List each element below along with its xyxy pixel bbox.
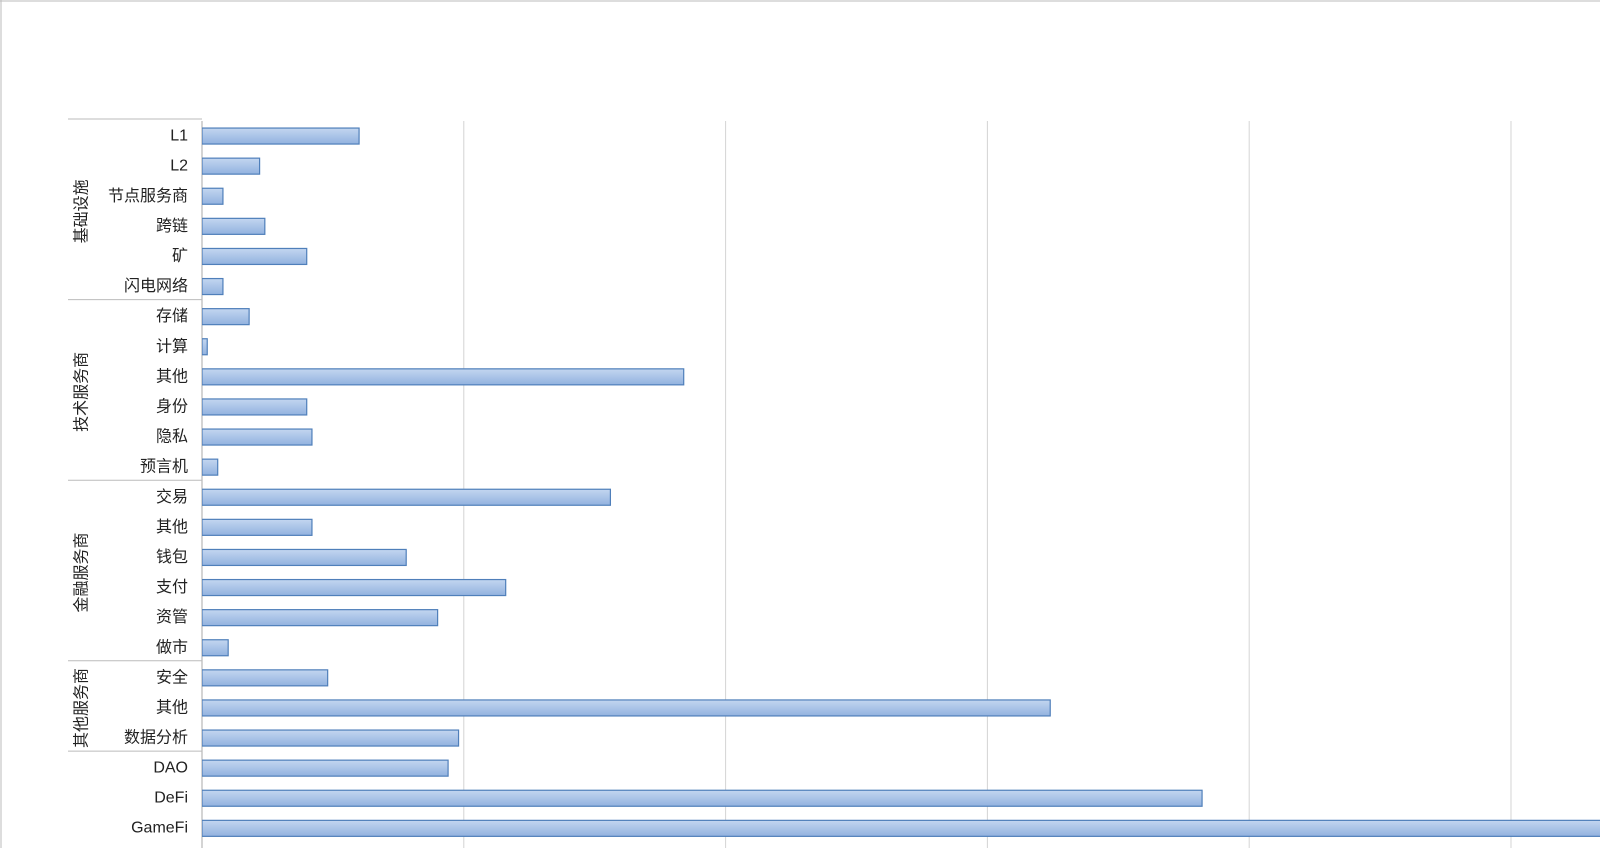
bar	[202, 187, 224, 205]
y-tick-label: 跨链	[156, 216, 188, 235]
bar	[202, 398, 308, 416]
bar	[202, 639, 229, 657]
bar	[202, 759, 449, 777]
y-tick-label: DeFi	[154, 789, 188, 806]
bar	[202, 548, 407, 567]
group-label: 其他服务商	[72, 668, 91, 748]
bar	[202, 308, 250, 326]
y-tick-label: 做市	[156, 637, 188, 656]
y-tick-label: 预言机	[140, 457, 188, 476]
bar	[202, 368, 685, 386]
bar	[202, 699, 1051, 717]
bar	[202, 669, 329, 687]
y-tick-label: 身份	[156, 396, 188, 415]
group-label: 基础设施	[72, 179, 91, 243]
bar	[202, 277, 224, 296]
bar	[202, 247, 308, 266]
y-tick-label: 交易	[156, 487, 188, 506]
bar	[202, 458, 219, 476]
y-tick-label: 闪电网络	[124, 276, 188, 295]
y-tick-label: L1	[170, 127, 188, 144]
bar	[202, 488, 612, 506]
y-tick-label: 隐私	[156, 427, 188, 446]
group-label: 技术服务商	[72, 352, 91, 432]
labels: L1L2节点服务商跨链矿闪电网络基础设施存储计算其他身份隐私预言机技术服务商交易…	[68, 118, 202, 837]
y-tick-label: 存储	[156, 306, 188, 325]
group-label: 金融服务商	[72, 532, 91, 612]
y-tick-label: DAO	[153, 759, 188, 776]
bar	[202, 729, 460, 747]
bar	[202, 157, 261, 175]
bar	[202, 428, 313, 446]
y-tick-label: 计算	[156, 336, 188, 355]
bar	[202, 217, 266, 235]
y-tick-label: 钱包	[156, 547, 188, 566]
y-tick-label: 支付	[156, 577, 188, 596]
y-tick-label: 其他	[156, 517, 188, 536]
bar	[202, 819, 1600, 837]
y-tick-label: GameFi	[131, 820, 188, 837]
y-tick-label: 节点服务商	[108, 186, 188, 205]
bar	[202, 609, 439, 627]
bar	[202, 578, 507, 597]
y-tick-label: 数据分析	[124, 728, 188, 747]
bars	[202, 127, 1600, 837]
y-tick-label: 矿	[172, 246, 188, 265]
y-tick-label: 其他	[156, 366, 188, 385]
y-tick-label: L2	[170, 157, 188, 174]
bar	[202, 789, 1203, 807]
grid	[201, 121, 1512, 848]
y-tick-label: 其他	[156, 697, 188, 716]
y-tick-label: 安全	[156, 667, 188, 686]
bar	[202, 127, 360, 145]
y-tick-label: 资管	[156, 607, 188, 626]
bar	[202, 518, 313, 536]
bar	[202, 338, 208, 356]
